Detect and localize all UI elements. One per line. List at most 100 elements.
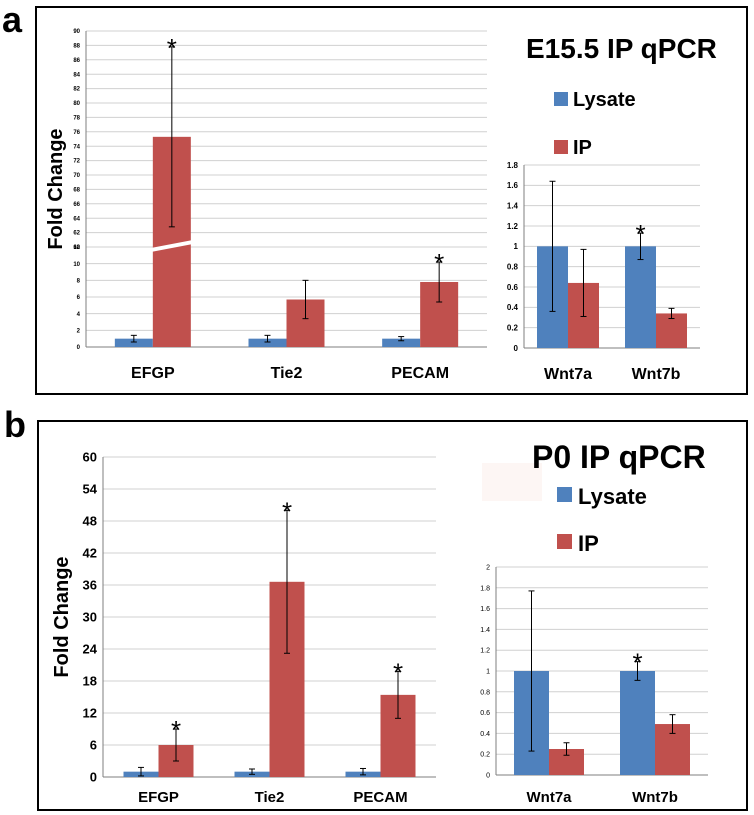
axis-break-mark bbox=[150, 240, 193, 252]
legend-swatch-lysate bbox=[554, 92, 568, 106]
significance-star: * bbox=[635, 219, 645, 249]
y-tick-label: 66 bbox=[73, 202, 80, 208]
legend-swatch-lysate bbox=[557, 487, 572, 502]
y-tick-label: 6 bbox=[90, 738, 97, 753]
bar-ip-wnt7b bbox=[656, 313, 687, 348]
y-tick-label: 0.2 bbox=[507, 323, 519, 332]
y-tick-label: 0.4 bbox=[507, 303, 519, 312]
panel-b-title-shade bbox=[482, 463, 542, 501]
y-tick-label: 70 bbox=[73, 173, 80, 179]
legend-label-lysate: Lysate bbox=[573, 89, 636, 111]
legend-swatch-ip bbox=[554, 140, 568, 154]
y-tick-label: 0 bbox=[486, 772, 490, 779]
y-tick-label: 54 bbox=[83, 482, 98, 497]
y-tick-label: 42 bbox=[83, 546, 97, 561]
panel-b-letter: b bbox=[4, 404, 26, 445]
y-tick-label: 74 bbox=[73, 144, 80, 150]
y-tick-label: 88 bbox=[73, 44, 80, 50]
significance-star: * bbox=[632, 648, 642, 678]
y-tick-label: 24 bbox=[83, 642, 98, 657]
legend-label-ip: IP bbox=[578, 531, 599, 556]
y-tick-label: 82 bbox=[73, 87, 80, 93]
y-tick-label: 64 bbox=[73, 216, 80, 222]
y-tick-label: 0 bbox=[514, 344, 519, 353]
y-tick-label: 60 bbox=[83, 450, 97, 465]
y-tick-label: 0.8 bbox=[507, 262, 519, 271]
y-tick-label: 62 bbox=[73, 231, 80, 237]
bar-lysate-tie2 bbox=[248, 338, 287, 347]
y-tick-label: 30 bbox=[83, 610, 97, 625]
y-tick-label: 1.8 bbox=[507, 161, 519, 170]
x-category-label: Wnt7b bbox=[632, 789, 678, 806]
y-tick-label: 36 bbox=[83, 578, 97, 593]
significance-star: * bbox=[393, 657, 403, 687]
y-tick-label: 0.2 bbox=[480, 752, 490, 759]
y-tick-label: 6 bbox=[77, 295, 81, 301]
y-tick-label: 90 bbox=[73, 29, 80, 35]
y-tick-label: 0.8 bbox=[480, 689, 490, 696]
y-tick-label: 0.6 bbox=[480, 710, 490, 717]
significance-star: * bbox=[171, 715, 181, 745]
legend-label-lysate: Lysate bbox=[578, 484, 647, 509]
y-tick-label: 0.6 bbox=[507, 283, 519, 292]
bar-lysate-efgp bbox=[114, 338, 153, 347]
y-tick-label: 68 bbox=[73, 188, 80, 194]
y-tick-label: 8 bbox=[77, 278, 81, 284]
y-tick-label: 12 bbox=[73, 245, 80, 251]
y-tick-label: 10 bbox=[73, 262, 80, 268]
legend-swatch-ip bbox=[557, 534, 572, 549]
y-tick-label: 1.4 bbox=[480, 627, 490, 634]
x-category-label: Wnt7a bbox=[544, 366, 592, 383]
y-tick-label: 1 bbox=[514, 242, 519, 251]
x-category-label: Tie2 bbox=[255, 789, 285, 806]
x-category-label: PECAM bbox=[391, 365, 449, 382]
bar-lysate-wnt7b bbox=[620, 671, 655, 775]
y-tick-label: 2 bbox=[77, 328, 81, 334]
chart-a-markers: 0246810126062646668707274767880828486889… bbox=[45, 29, 487, 382]
x-category-label: Wnt7a bbox=[527, 789, 573, 806]
y-tick-label: 78 bbox=[73, 116, 80, 122]
panel-a-legend: Lysate IP bbox=[554, 89, 636, 159]
y-tick-label: 18 bbox=[83, 674, 97, 689]
y-axis-title: Fold Change bbox=[45, 128, 67, 249]
y-tick-label: 84 bbox=[73, 72, 80, 78]
panel-a-title: E15.5 IP qPCR bbox=[526, 33, 717, 64]
chart-b-wnt: 0 0.2 0.4 0.6 0.8 1 1.2 1.4 1.6 1.8 2 Wnt7a Wnt7b * bbox=[480, 564, 708, 806]
x-category-label: EFGP bbox=[131, 365, 175, 382]
y-axis-title: Fold Change bbox=[51, 556, 73, 677]
significance-star: * bbox=[282, 496, 292, 526]
significance-star: * bbox=[167, 33, 177, 63]
y-tick-label: 80 bbox=[73, 101, 80, 107]
y-tick-label: 1.6 bbox=[480, 606, 490, 613]
chart-a-wnt: 0 0.2 0.4 0.6 0.8 1 1.2 1.4 1.6 1.8 Wnt7a Wnt7b * bbox=[507, 161, 700, 383]
y-tick-label: 1.4 bbox=[507, 201, 519, 210]
y-tick-label: 2 bbox=[486, 564, 490, 571]
y-tick-label: 86 bbox=[73, 58, 80, 64]
y-tick-label: 76 bbox=[73, 130, 80, 136]
y-tick-label: 0.4 bbox=[480, 731, 490, 738]
y-tick-label: 1 bbox=[486, 668, 490, 675]
y-tick-label: 1.8 bbox=[480, 585, 490, 592]
panel-a-letter: a bbox=[2, 0, 23, 40]
panel-b-title: P0 IP qPCR bbox=[532, 439, 706, 475]
y-tick-label: 1.6 bbox=[507, 181, 519, 190]
y-tick-label: 72 bbox=[73, 159, 80, 165]
panel-a-frame bbox=[35, 6, 748, 395]
y-tick-label: 48 bbox=[83, 514, 97, 529]
legend-label-ip: IP bbox=[573, 137, 592, 159]
y-tick-label: 60 bbox=[73, 245, 80, 251]
x-category-label: Wnt7b bbox=[632, 366, 681, 383]
y-tick-label: 1.2 bbox=[480, 648, 490, 655]
x-category-label: Tie2 bbox=[271, 365, 303, 382]
panel-b-frame bbox=[37, 420, 748, 811]
y-tick-label: 4 bbox=[77, 312, 81, 318]
chart-b-markers: 0 6 12 18 24 30 36 42 48 54 60 Fold Change EFGP Tie2 P… bbox=[51, 450, 436, 806]
y-tick-label: 0 bbox=[90, 770, 97, 785]
x-category-label: PECAM bbox=[353, 789, 407, 806]
bar-lysate-wnt7b bbox=[625, 246, 656, 348]
y-tick-label: 1.2 bbox=[507, 222, 519, 231]
x-category-label: EFGP bbox=[138, 789, 179, 806]
significance-star: * bbox=[434, 248, 444, 278]
bar-lysate-pecam bbox=[382, 338, 421, 347]
